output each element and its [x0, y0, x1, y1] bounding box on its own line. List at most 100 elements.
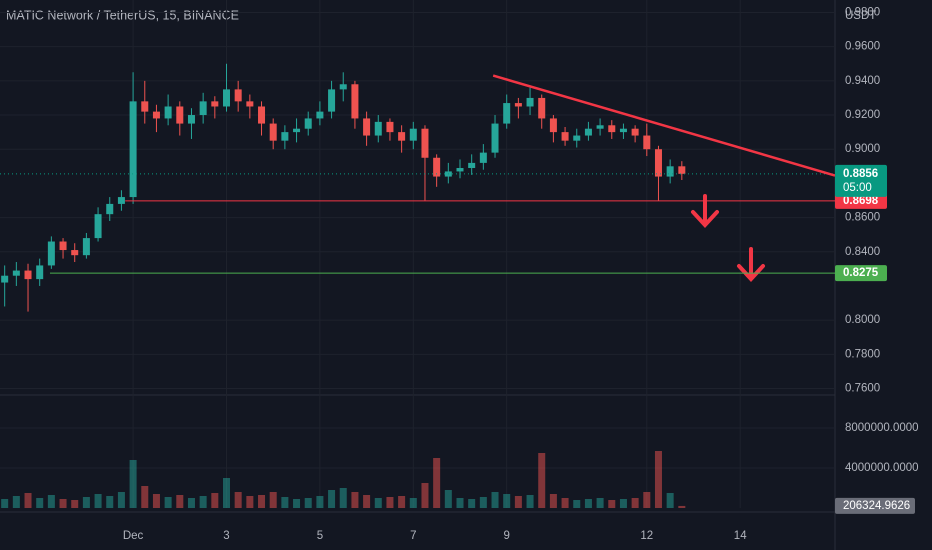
volume-bar	[678, 505, 686, 508]
volume-bar	[152, 494, 160, 508]
volume-bar	[59, 499, 67, 508]
candle-body	[456, 168, 464, 172]
volume-bar	[293, 499, 301, 508]
volume-bar	[316, 496, 324, 508]
y-tick-label: 0.9200	[845, 109, 880, 121]
volume-bar	[117, 492, 125, 508]
volume-bar	[258, 495, 266, 508]
candle-body	[106, 203, 114, 215]
candle-body	[12, 270, 20, 276]
x-tick-label: Dec	[123, 530, 144, 542]
volume-bar	[468, 499, 476, 508]
candle-body	[94, 214, 102, 239]
volume-bar	[304, 498, 312, 508]
candle-body	[304, 118, 312, 129]
y-tick-label: 0.9000	[845, 143, 880, 155]
volume-bar	[176, 495, 184, 508]
volume-bar	[164, 497, 172, 508]
candle-body	[654, 149, 662, 177]
last-price-box	[835, 164, 887, 197]
volume-bar	[374, 498, 382, 508]
last-volume-box	[835, 497, 915, 514]
volume-bar	[234, 492, 242, 508]
candle-body	[82, 238, 90, 256]
level-label: 0.8275	[843, 267, 879, 279]
volume-bar	[199, 496, 207, 508]
candle-body	[421, 128, 429, 158]
y-tick-label: 0.8000	[845, 314, 880, 326]
y-tick-label: 0.7600	[845, 383, 880, 395]
volume-bar	[24, 493, 32, 508]
volume-bar	[246, 496, 254, 508]
volume-bar	[129, 460, 137, 508]
candle-body	[71, 250, 79, 256]
candle-body	[351, 84, 359, 119]
candle-body	[374, 121, 382, 136]
candle-body	[269, 123, 277, 141]
candle-body	[608, 125, 616, 133]
level-label: 0.8698	[843, 195, 879, 207]
candle-body	[36, 265, 44, 280]
candle-body	[59, 241, 67, 251]
candle-body	[176, 106, 184, 124]
y-tick-label: 0.9800	[845, 7, 880, 19]
candle-body	[584, 128, 592, 136]
candle-body	[398, 132, 406, 141]
candle-body	[514, 103, 522, 107]
volume-bar	[514, 496, 522, 508]
volume-bar	[584, 499, 592, 508]
volume-bar	[363, 495, 371, 508]
x-tick-label: 5	[317, 530, 323, 542]
volume-bar	[222, 478, 230, 508]
volume-bar	[608, 500, 616, 508]
candle-body	[573, 135, 581, 141]
candle-body	[503, 103, 511, 124]
candle-body	[47, 241, 55, 266]
volume-bar	[94, 494, 102, 508]
volume-bar	[479, 497, 487, 508]
volume-bar	[421, 483, 429, 508]
candle-body	[281, 132, 289, 141]
volume-bar	[187, 498, 195, 508]
candle-body	[363, 118, 371, 136]
volume-bar	[71, 500, 79, 508]
volume-bar	[351, 492, 359, 508]
volume-bar	[339, 488, 347, 508]
volume-tick-label: 4000000.0000	[845, 462, 919, 474]
volume-bar	[269, 492, 277, 508]
volume-bar	[1, 499, 9, 508]
candle-body	[222, 89, 230, 107]
candle-body	[596, 125, 604, 129]
volume-bar	[503, 494, 511, 508]
level-label-box	[835, 192, 887, 209]
volume-tick-label: 8000000.0000	[845, 422, 919, 434]
volume-bar	[549, 494, 557, 508]
y-tick-label: 0.8600	[845, 212, 880, 224]
volume-bar	[141, 486, 149, 508]
candle-body	[152, 111, 160, 119]
volume-bar	[106, 496, 114, 508]
chart-title: MATIC Network / TetherUS, 15, BINANCE	[6, 8, 239, 22]
candle-body	[1, 275, 9, 283]
countdown-label: 05:00	[843, 182, 872, 194]
candle-body	[678, 166, 686, 174]
candle-body	[491, 123, 499, 153]
candle-body	[141, 101, 149, 112]
volume-bar	[211, 493, 219, 508]
candle-body	[316, 111, 324, 119]
candle-body	[339, 84, 347, 90]
volume-bar	[526, 495, 534, 508]
candle-body	[164, 106, 172, 119]
volume-bar	[281, 497, 289, 508]
x-tick-label: 14	[734, 530, 747, 542]
candle-body	[549, 118, 557, 133]
candle-body	[538, 97, 546, 119]
candle-body	[258, 106, 266, 124]
candle-body	[328, 89, 336, 112]
y-tick-label: 0.8400	[845, 246, 880, 258]
volume-bar	[666, 493, 674, 508]
y-tick-label: 0.7800	[845, 348, 880, 360]
last-volume-label: 206324.9626	[843, 500, 910, 512]
